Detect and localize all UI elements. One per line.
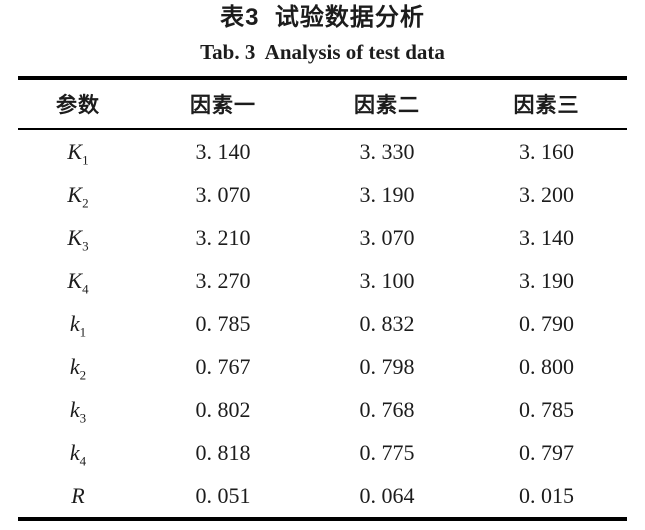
param-cell: K2 (18, 173, 138, 216)
value-cell: 0. 775 (359, 439, 415, 465)
param-symbol: K (67, 181, 83, 207)
value-cell: 0. 064 (359, 482, 415, 508)
param-symbol: k (69, 310, 80, 336)
value-cell: 0. 015 (519, 482, 574, 508)
column-header-factor1: 因素一 (138, 78, 308, 130)
param-cell: k2 (18, 345, 138, 388)
table-row-R: R 0. 051 0. 064 0. 015 (18, 474, 627, 519)
param-symbol: k (69, 353, 80, 379)
value-cell: 3. 160 (519, 138, 574, 164)
param-cell: k1 (18, 302, 138, 345)
param-cell: R (18, 474, 138, 519)
column-header-parameter: 参数 (18, 78, 138, 130)
value-cell: 3. 270 (195, 267, 251, 293)
value-cell: 0. 785 (519, 396, 574, 422)
value-cell: 0. 800 (519, 353, 574, 379)
table-row-K1: K1 3. 140 3. 330 3. 160 (18, 129, 627, 173)
value-cell: 3. 070 (359, 224, 415, 250)
value-cell: 3. 140 (519, 224, 574, 250)
param-symbol: K (67, 224, 83, 250)
analysis-table: 参数 因素一 因素二 因素三 K1 3. 140 3. 330 3. 160 K… (18, 76, 627, 521)
value-cell: 0. 832 (359, 310, 415, 336)
param-cell: K1 (18, 129, 138, 173)
value-cell: 0. 785 (195, 310, 251, 336)
table-row-k4: k4 0. 818 0. 775 0. 797 (18, 431, 627, 474)
param-subscript: 3 (79, 409, 87, 425)
param-subscript: 2 (82, 194, 89, 210)
value-cell: 3. 140 (195, 138, 251, 164)
table-row-K4: K4 3. 270 3. 100 3. 190 (18, 259, 627, 302)
table-row-k1: k1 0. 785 0. 832 0. 790 (18, 302, 627, 345)
value-cell: 0. 818 (195, 439, 251, 465)
value-cell: 0. 790 (519, 310, 574, 336)
param-cell: K4 (18, 259, 138, 302)
param-cell: K3 (18, 216, 138, 259)
value-cell: 0. 802 (195, 396, 251, 422)
param-subscript: 2 (79, 366, 87, 382)
table-title-english: Tab. 3 Analysis of test data (200, 40, 445, 64)
column-header-factor3: 因素三 (466, 78, 627, 130)
value-cell: 3. 190 (359, 181, 415, 207)
param-symbol: K (67, 267, 83, 293)
value-cell: 3. 190 (519, 267, 574, 293)
value-cell: 0. 051 (195, 482, 251, 508)
table-title-chinese: 表3 试验数据分析 (220, 4, 425, 31)
value-cell: 3. 100 (359, 267, 415, 293)
value-cell: 3. 210 (195, 224, 251, 250)
value-cell: 0. 798 (359, 353, 415, 379)
param-symbol: k (69, 396, 80, 422)
param-subscript: 4 (79, 452, 87, 468)
value-cell: 3. 330 (359, 138, 415, 164)
table-row-k3: k3 0. 802 0. 768 0. 785 (18, 388, 627, 431)
table-row-k2: k2 0. 767 0. 798 0. 800 (18, 345, 627, 388)
column-header-factor2: 因素二 (308, 78, 466, 130)
param-subscript: 1 (79, 323, 87, 339)
table-row-K3: K3 3. 210 3. 070 3. 140 (18, 216, 627, 259)
value-cell: 0. 767 (195, 353, 251, 379)
param-symbol: k (69, 439, 80, 465)
value-cell: 3. 070 (195, 181, 251, 207)
table-header-row: 参数 因素一 因素二 因素三 (18, 78, 627, 130)
value-cell: 0. 768 (359, 396, 415, 422)
table-row-K2: K2 3. 070 3. 190 3. 200 (18, 173, 627, 216)
param-subscript: 4 (82, 280, 89, 296)
param-subscript: 1 (82, 151, 89, 167)
value-cell: 0. 797 (519, 439, 574, 465)
param-cell: k3 (18, 388, 138, 431)
param-symbol: K (67, 138, 83, 164)
value-cell: 3. 200 (519, 181, 574, 207)
param-subscript: 3 (82, 237, 89, 253)
param-symbol: R (71, 482, 85, 508)
param-cell: k4 (18, 431, 138, 474)
